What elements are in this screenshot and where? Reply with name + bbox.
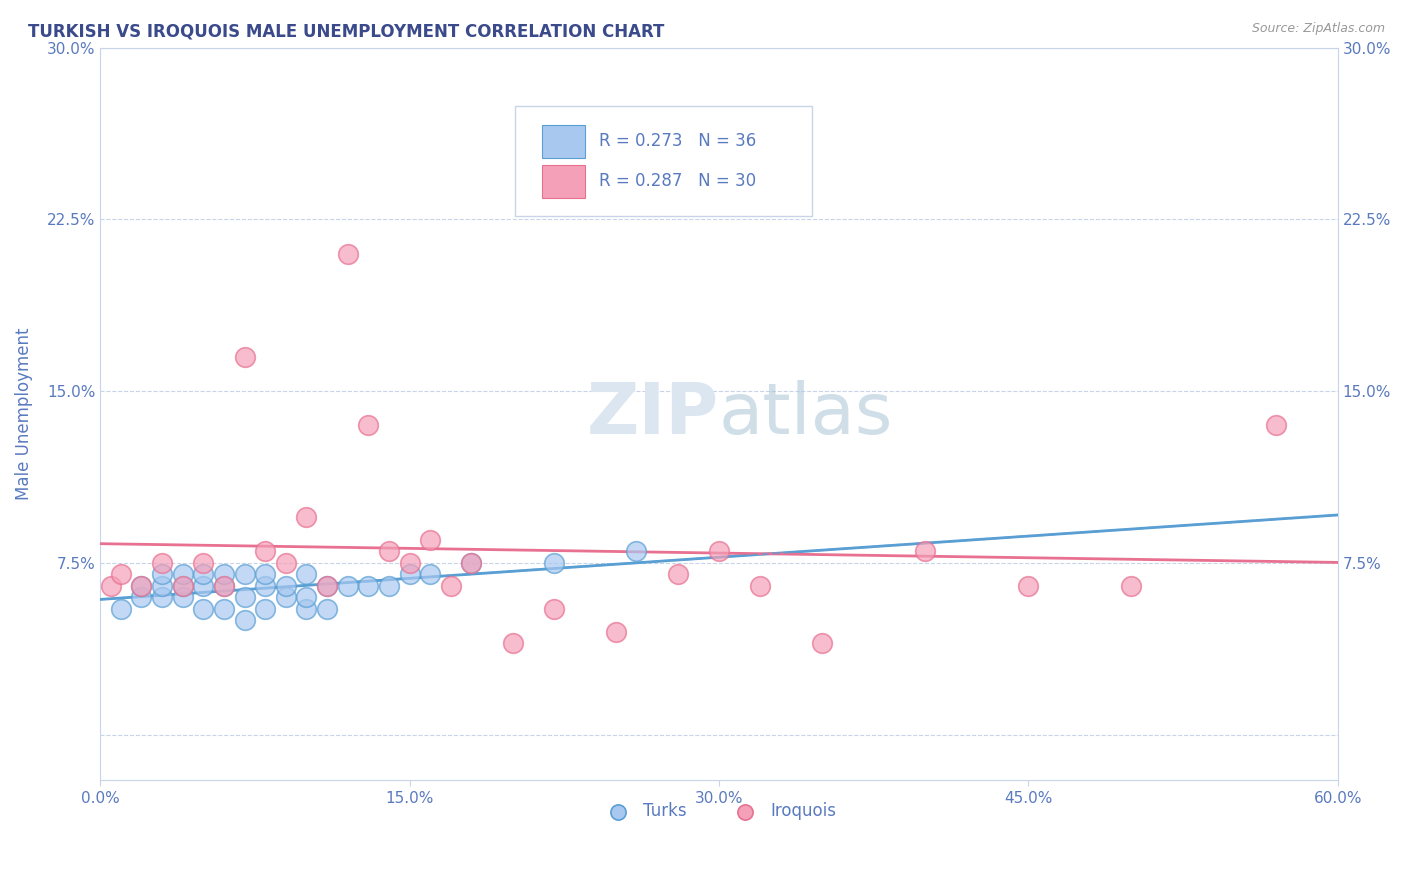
Point (131, 579, 153, 593)
Point (233, 590, 256, 604)
Point (295, 567, 318, 582)
Text: atlas: atlas (718, 379, 893, 449)
Point (193, 579, 215, 593)
Point (295, 590, 318, 604)
Bar (541, 125, 585, 158)
Point (254, 567, 277, 582)
Point (749, 579, 772, 593)
Point (295, 601, 318, 615)
Point (666, 567, 689, 582)
Point (233, 613, 256, 627)
Point (212, 601, 235, 615)
Point (378, 544, 401, 558)
Point (316, 579, 339, 593)
Point (110, 567, 132, 582)
Point (212, 567, 235, 582)
Point (212, 579, 235, 593)
Text: TURKISH VS IROQUOIS MALE UNEMPLOYMENT CORRELATION CHART: TURKISH VS IROQUOIS MALE UNEMPLOYMENT CO… (28, 22, 665, 40)
Point (543, 601, 565, 615)
Point (233, 350, 256, 364)
Point (811, 636, 834, 650)
Point (172, 579, 194, 593)
Point (254, 579, 277, 593)
Text: ZIP: ZIP (586, 379, 718, 449)
Point (543, 556, 565, 570)
Point (295, 510, 318, 524)
Point (150, 579, 173, 593)
Point (172, 567, 194, 582)
Bar (541, 165, 585, 198)
Point (150, 556, 173, 570)
Point (1121, 579, 1143, 593)
Point (502, 636, 524, 650)
Point (212, 579, 235, 593)
Point (914, 544, 936, 558)
Point (707, 544, 730, 558)
FancyBboxPatch shape (515, 106, 811, 216)
Point (398, 556, 420, 570)
Point (1264, 418, 1286, 433)
Point (193, 601, 215, 615)
Text: R = 0.273   N = 36: R = 0.273 N = 36 (599, 132, 756, 150)
Y-axis label: Male Unemployment: Male Unemployment (15, 327, 32, 500)
Point (100, 579, 122, 593)
Point (254, 544, 277, 558)
Text: Source: ZipAtlas.com: Source: ZipAtlas.com (1251, 22, 1385, 36)
Point (193, 556, 215, 570)
Point (336, 247, 359, 261)
Point (150, 590, 173, 604)
Point (419, 567, 441, 582)
Point (274, 556, 297, 570)
Point (274, 579, 297, 593)
Legend: Turks, Iroquois: Turks, Iroquois (595, 796, 844, 827)
Point (150, 567, 173, 582)
Point (131, 579, 153, 593)
Point (316, 579, 339, 593)
Point (605, 624, 627, 639)
Point (357, 579, 380, 593)
Point (233, 567, 256, 582)
Point (172, 579, 194, 593)
Point (440, 579, 463, 593)
Point (419, 533, 441, 547)
Point (316, 601, 339, 615)
Point (131, 590, 153, 604)
Point (274, 590, 297, 604)
Point (1017, 579, 1039, 593)
Point (357, 418, 380, 433)
Point (378, 579, 401, 593)
Point (460, 556, 482, 570)
Point (172, 590, 194, 604)
Point (398, 567, 420, 582)
Text: R = 0.287   N = 30: R = 0.287 N = 30 (599, 172, 756, 190)
Point (193, 567, 215, 582)
Point (336, 579, 359, 593)
Point (254, 601, 277, 615)
Point (110, 601, 132, 615)
Point (626, 544, 648, 558)
Point (460, 556, 482, 570)
